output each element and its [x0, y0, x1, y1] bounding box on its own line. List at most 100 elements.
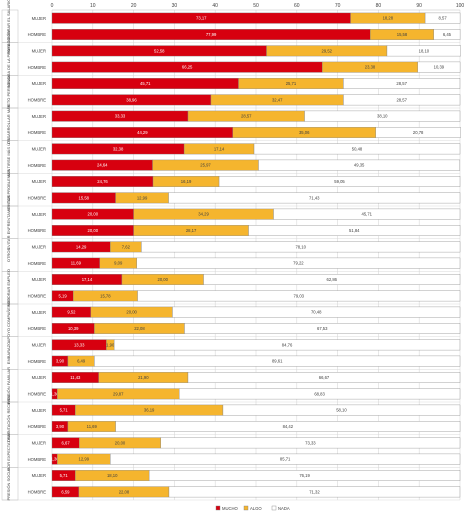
data-label: 20,00 [115, 440, 126, 445]
data-label: 73,33 [305, 440, 316, 445]
bar-row-label: HOMBRE [28, 489, 47, 494]
bar-segment [110, 453, 461, 465]
bar-segment [94, 355, 461, 367]
data-label: 45,71 [140, 81, 151, 86]
bar-row-label: HOMBRE [28, 293, 47, 298]
data-label: 5,71 [60, 408, 69, 413]
bar-segment [304, 110, 461, 122]
legend-label: NADA [278, 506, 290, 511]
bar-row-label: HOMBRE [28, 163, 47, 168]
bar-row-label: MUJER [32, 146, 46, 151]
data-label: 18,28 [383, 16, 394, 21]
legend-label: ALGO [250, 506, 262, 511]
bar-row-label: MUJER [32, 244, 46, 249]
x-axis-ticks: 0 10 20 30 40 50 60 70 80 90 100 [51, 3, 465, 9]
data-label: 18,10 [419, 48, 430, 53]
data-label: 22,08 [119, 489, 130, 494]
bar-row-label: MUJER [32, 408, 46, 413]
data-label: 25,71 [286, 81, 297, 86]
data-label: 66,25 [182, 65, 193, 70]
x-tick-label: 20 [131, 3, 137, 9]
data-label: 85,71 [280, 457, 291, 462]
bar-segment [248, 225, 461, 236]
data-label: 22,08 [134, 326, 145, 331]
data-label: 11,69 [71, 261, 82, 266]
data-label: 34,29 [198, 212, 209, 217]
category-label: OTROS [6, 248, 11, 263]
bar-segment [375, 127, 461, 138]
data-label: 38,96 [126, 97, 137, 102]
bar-segment [168, 192, 461, 204]
data-label: 20,00 [126, 310, 137, 315]
data-label: 17,14 [82, 277, 93, 282]
data-label: 76,19 [299, 473, 310, 478]
data-label: 20,00 [157, 277, 168, 282]
data-label: 78,10 [295, 244, 306, 249]
category-label: MEJORAR EMPLEO [6, 269, 11, 306]
bar-row-label: HOMBRE [28, 457, 47, 462]
bar-segment [424, 12, 461, 24]
category-label: PRESIÓN FAMILIAR [6, 367, 11, 404]
category-label: ORIENTACIÓN RECIBIDA [6, 394, 11, 442]
category-label: POR EXPECTATIVAS [6, 431, 11, 470]
legend-swatch [215, 505, 221, 511]
bar-segment [148, 470, 461, 481]
category-label: SENTIRSE MÁS ÚTIL [6, 136, 11, 176]
data-label: 6,67 [62, 440, 71, 445]
bar-segment [168, 486, 461, 498]
bar-row-label: HOMBRE [28, 130, 47, 135]
bar-segment [343, 94, 461, 106]
data-label: 50,48 [352, 146, 363, 151]
data-label: 52,58 [154, 48, 165, 53]
bars: MUJER 73,17 18,28 8,57 HOMBRE 77,99 15,58 6,45 M… [28, 12, 461, 498]
x-tick-label: 0 [51, 3, 54, 9]
bar-row-label: MUJER [32, 375, 46, 380]
x-tick-label: 80 [376, 3, 382, 9]
data-label: 73,17 [196, 16, 207, 21]
x-tick-label: 60 [294, 3, 300, 9]
data-label: 5,71 [60, 473, 69, 478]
data-label: 79,22 [293, 261, 304, 266]
bar-segment [203, 274, 461, 285]
data-label: 12,99 [137, 195, 148, 200]
data-label: 11,43 [70, 375, 81, 380]
data-label: 25,97 [200, 163, 211, 168]
category-label: EVITAR PROBLEMAS [6, 169, 11, 209]
data-label: 51,84 [349, 228, 360, 233]
data-label: 44,29 [137, 130, 148, 135]
data-label: 29,87 [113, 391, 124, 396]
bar-segment [137, 290, 461, 302]
data-label: 6,45 [443, 32, 452, 37]
data-label: 7,62 [122, 244, 131, 249]
bar-segment [273, 208, 461, 220]
bar-segment [253, 143, 461, 155]
x-tick-label: 40 [212, 3, 218, 9]
data-label: 62,86 [327, 277, 338, 282]
data-label: 28,17 [186, 228, 197, 233]
bar-row-label: MUJER [32, 342, 46, 347]
bar-row-label: HOMBRE [28, 97, 47, 102]
bar-row-label: MUJER [32, 114, 46, 119]
data-label: 15,58 [79, 195, 90, 200]
bar-segment [386, 45, 461, 57]
x-tick-label: 30 [172, 3, 178, 9]
category-label: APOYO COMPAÑEROS [6, 298, 11, 342]
data-label: 17,14 [214, 146, 225, 151]
category-cell [1, 467, 19, 501]
data-label: 70,48 [311, 310, 322, 315]
data-label: 20,00 [88, 212, 99, 217]
bar-row-label: HOMBRE [28, 326, 47, 331]
x-tick-label: 10 [90, 3, 96, 9]
bar-row-label: MUJER [32, 48, 46, 53]
data-label: 16,19 [181, 179, 192, 184]
category-label: EVITAR ENFRENTAMIENTOS [6, 195, 11, 250]
bar-row-label: HOMBRE [28, 65, 47, 70]
data-label: 45,71 [362, 212, 373, 217]
bar-row-label: HOMBRE [28, 391, 47, 396]
data-label: 71,32 [309, 489, 320, 494]
data-label: 66,67 [319, 375, 330, 380]
bar-row-label: MUJER [32, 212, 46, 217]
category-label: RETO PERSONAL [6, 74, 11, 109]
data-label: 28,57 [241, 114, 252, 119]
